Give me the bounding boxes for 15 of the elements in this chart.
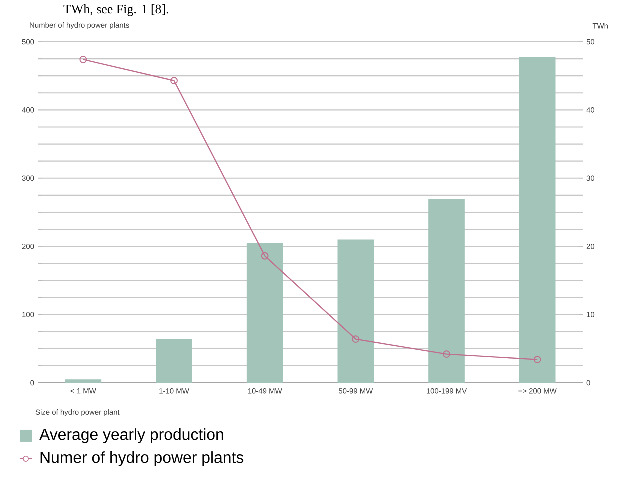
- bar: [246, 243, 284, 383]
- bar: [65, 380, 102, 383]
- legend-label: Average yearly production: [40, 428, 224, 444]
- point: [170, 77, 178, 85]
- point: [443, 350, 450, 358]
- bar: [519, 56, 556, 383]
- bar: [156, 339, 192, 383]
- text: TWh, see Fig. 1 [8].: [64, 4, 168, 16]
- bar: [428, 200, 465, 383]
- point: [352, 336, 360, 344]
- point: [261, 252, 269, 260]
- bar: [338, 240, 374, 383]
- legend-label: Numer of hydro power plants: [40, 452, 244, 466]
- point: [534, 356, 542, 364]
- point: [80, 56, 88, 64]
